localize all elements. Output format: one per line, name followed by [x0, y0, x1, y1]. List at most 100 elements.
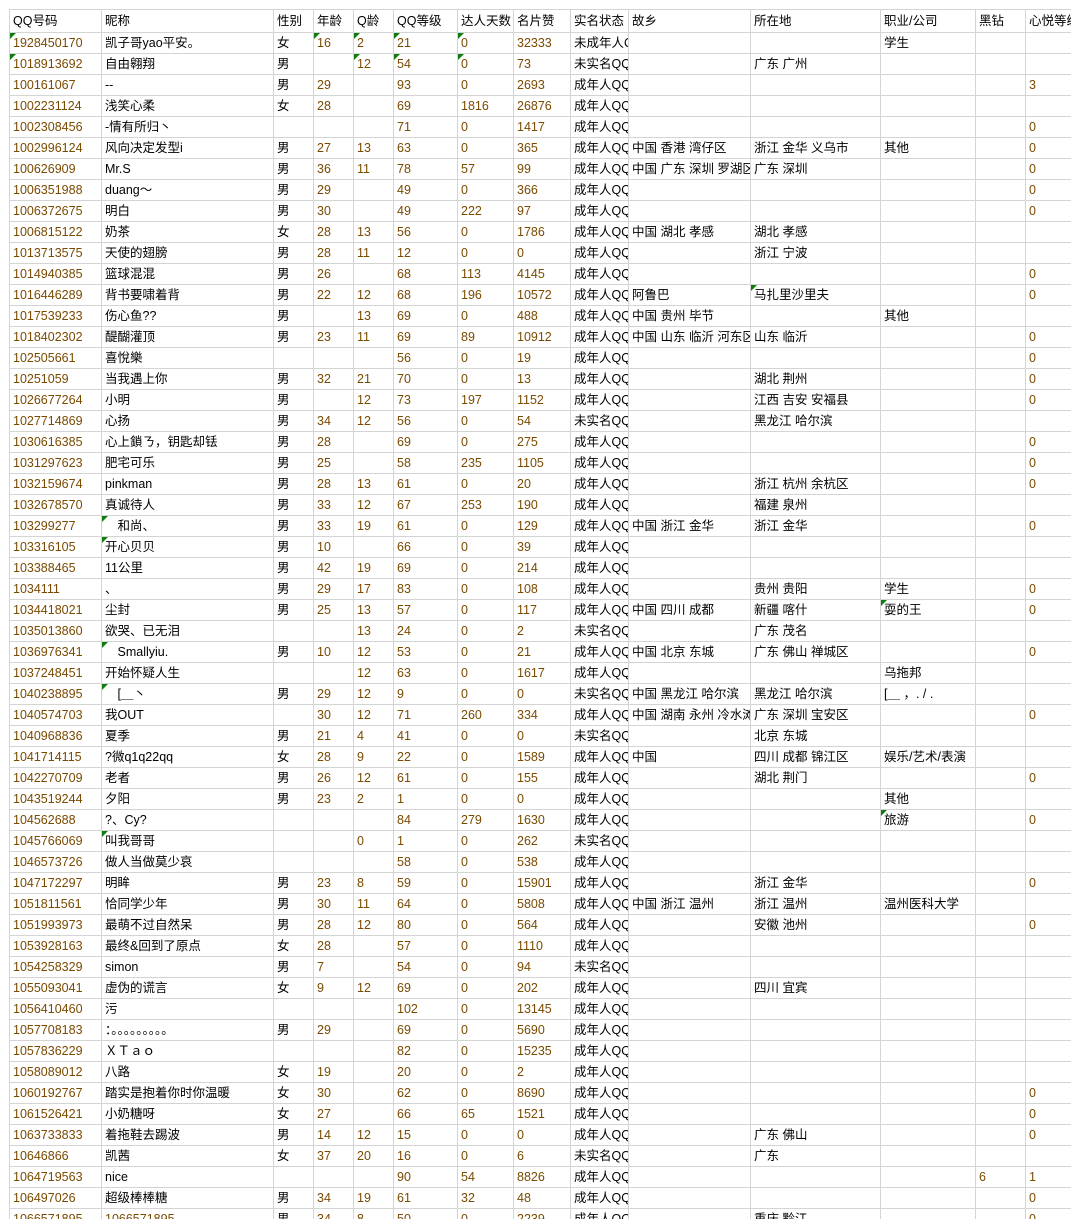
cell-realname[interactable]: 未实名QQ号	[570, 956, 629, 978]
cell-nickname[interactable]: Mr.S	[101, 158, 274, 180]
cell-cardlikes[interactable]: 1617	[513, 662, 571, 684]
cell-nickname[interactable]: 真诚待人	[101, 494, 274, 516]
cell-xinyue[interactable]	[1025, 935, 1071, 957]
cell-realname[interactable]: 成年人QQ号	[570, 935, 629, 957]
cell-qq[interactable]: 1016446289	[9, 284, 102, 306]
cell-xinyue[interactable]: 0	[1025, 914, 1071, 936]
cell-cardlikes[interactable]: 1105	[513, 452, 571, 474]
cell-realname[interactable]: 成年人QQ号	[570, 242, 629, 264]
cell-qq[interactable]: 1061526421	[9, 1103, 102, 1125]
cell-heizuan[interactable]	[975, 74, 1026, 96]
cell-hometown[interactable]: 中国 山东 临沂 河东区	[628, 326, 751, 348]
cell-age[interactable]: 30	[313, 893, 354, 915]
cell-heizuan[interactable]	[975, 998, 1026, 1020]
cell-job[interactable]	[880, 347, 976, 369]
cell-qqlevel[interactable]: 54	[393, 53, 458, 75]
cell-darendays[interactable]: 0	[457, 557, 514, 579]
cell-heizuan[interactable]	[975, 662, 1026, 684]
cell-heizuan[interactable]	[975, 1187, 1026, 1209]
cell-qq[interactable]: 1063733833	[9, 1124, 102, 1146]
cell-location[interactable]	[750, 1082, 881, 1104]
cell-job[interactable]	[880, 515, 976, 537]
cell-hometown[interactable]	[628, 851, 751, 873]
cell-location[interactable]	[750, 956, 881, 978]
cell-age[interactable]: 19	[313, 1061, 354, 1083]
cell-gender[interactable]: 男	[273, 1124, 314, 1146]
cell-cardlikes[interactable]: 538	[513, 851, 571, 873]
cell-darendays[interactable]: 0	[457, 956, 514, 978]
cell-qage[interactable]	[353, 431, 394, 453]
cell-nickname[interactable]: 开始怀疑人生	[101, 662, 274, 684]
cell-age[interactable]: 22	[313, 284, 354, 306]
cell-age[interactable]: 34	[313, 1187, 354, 1209]
cell-qqlevel[interactable]: 15	[393, 1124, 458, 1146]
cell-hometown[interactable]	[628, 536, 751, 558]
cell-age[interactable]: 9	[313, 977, 354, 999]
cell-qqlevel[interactable]: 16	[393, 1145, 458, 1167]
cell-realname[interactable]: 未实名QQ号	[570, 620, 629, 642]
cell-qqlevel[interactable]: 1	[393, 830, 458, 852]
cell-qq[interactable]: 106497026	[9, 1187, 102, 1209]
column-header-darendays[interactable]: 达人天数	[457, 9, 514, 33]
cell-qqlevel[interactable]: 22	[393, 746, 458, 768]
cell-nickname[interactable]: nice	[101, 1166, 274, 1188]
cell-gender[interactable]: 男	[273, 725, 314, 747]
cell-age[interactable]: 23	[313, 872, 354, 894]
cell-hometown[interactable]	[628, 1019, 751, 1041]
cell-nickname[interactable]: 叫我哥哥	[101, 830, 274, 852]
cell-darendays[interactable]: 65	[457, 1103, 514, 1125]
cell-age[interactable]: 23	[313, 788, 354, 810]
cell-darendays[interactable]: 0	[457, 683, 514, 705]
cell-gender[interactable]: 男	[273, 557, 314, 579]
cell-qq[interactable]: 1017539233	[9, 305, 102, 327]
cell-darendays[interactable]: 0	[457, 53, 514, 75]
cell-job[interactable]	[880, 326, 976, 348]
cell-realname[interactable]: 成年人QQ号	[570, 1040, 629, 1062]
cell-qage[interactable]: 13	[353, 305, 394, 327]
column-header-qq[interactable]: QQ号码	[9, 9, 102, 33]
cell-gender[interactable]: 男	[273, 158, 314, 180]
cell-age[interactable]: 30	[313, 1082, 354, 1104]
cell-darendays[interactable]: 32	[457, 1187, 514, 1209]
cell-location[interactable]: 四川 成都 锦江区	[750, 746, 881, 768]
cell-heizuan[interactable]	[975, 620, 1026, 642]
cell-gender[interactable]	[273, 851, 314, 873]
cell-heizuan[interactable]	[975, 347, 1026, 369]
cell-gender[interactable]: 男	[273, 956, 314, 978]
cell-xinyue[interactable]: 0	[1025, 473, 1071, 495]
cell-qqlevel[interactable]: 61	[393, 515, 458, 537]
cell-nickname[interactable]: 天使的翅膀	[101, 242, 274, 264]
cell-job[interactable]	[880, 977, 976, 999]
cell-qqlevel[interactable]: 57	[393, 935, 458, 957]
cell-qqlevel[interactable]: 69	[393, 326, 458, 348]
cell-qqlevel[interactable]: 54	[393, 956, 458, 978]
cell-qq[interactable]: 103316105	[9, 536, 102, 558]
cell-realname[interactable]: 未实名QQ号	[570, 830, 629, 852]
cell-job[interactable]	[880, 179, 976, 201]
cell-qage[interactable]: 4	[353, 725, 394, 747]
cell-qage[interactable]	[353, 1103, 394, 1125]
cell-qage[interactable]: 12	[353, 1124, 394, 1146]
cell-cardlikes[interactable]: 21	[513, 641, 571, 663]
cell-qage[interactable]: 12	[353, 284, 394, 306]
cell-age[interactable]: 36	[313, 158, 354, 180]
cell-darendays[interactable]: 0	[457, 1124, 514, 1146]
cell-xinyue[interactable]	[1025, 305, 1071, 327]
cell-darendays[interactable]: 0	[457, 137, 514, 159]
cell-realname[interactable]: 成年人QQ号	[570, 74, 629, 96]
cell-cardlikes[interactable]: 190	[513, 494, 571, 516]
cell-cardlikes[interactable]: 8690	[513, 1082, 571, 1104]
cell-age[interactable]: 26	[313, 767, 354, 789]
cell-job[interactable]	[880, 1103, 976, 1125]
cell-qqlevel[interactable]: 1	[393, 788, 458, 810]
cell-gender[interactable]: 男	[273, 368, 314, 390]
cell-nickname[interactable]: 浅笑心柔	[101, 95, 274, 117]
cell-qage[interactable]: 12	[353, 641, 394, 663]
cell-age[interactable]: 29	[313, 578, 354, 600]
cell-job[interactable]	[880, 1145, 976, 1167]
cell-darendays[interactable]: 0	[457, 746, 514, 768]
cell-hometown[interactable]	[628, 1061, 751, 1083]
cell-cardlikes[interactable]: 5808	[513, 893, 571, 915]
cell-qage[interactable]: 12	[353, 53, 394, 75]
cell-nickname[interactable]: 做人当做莫少哀	[101, 851, 274, 873]
